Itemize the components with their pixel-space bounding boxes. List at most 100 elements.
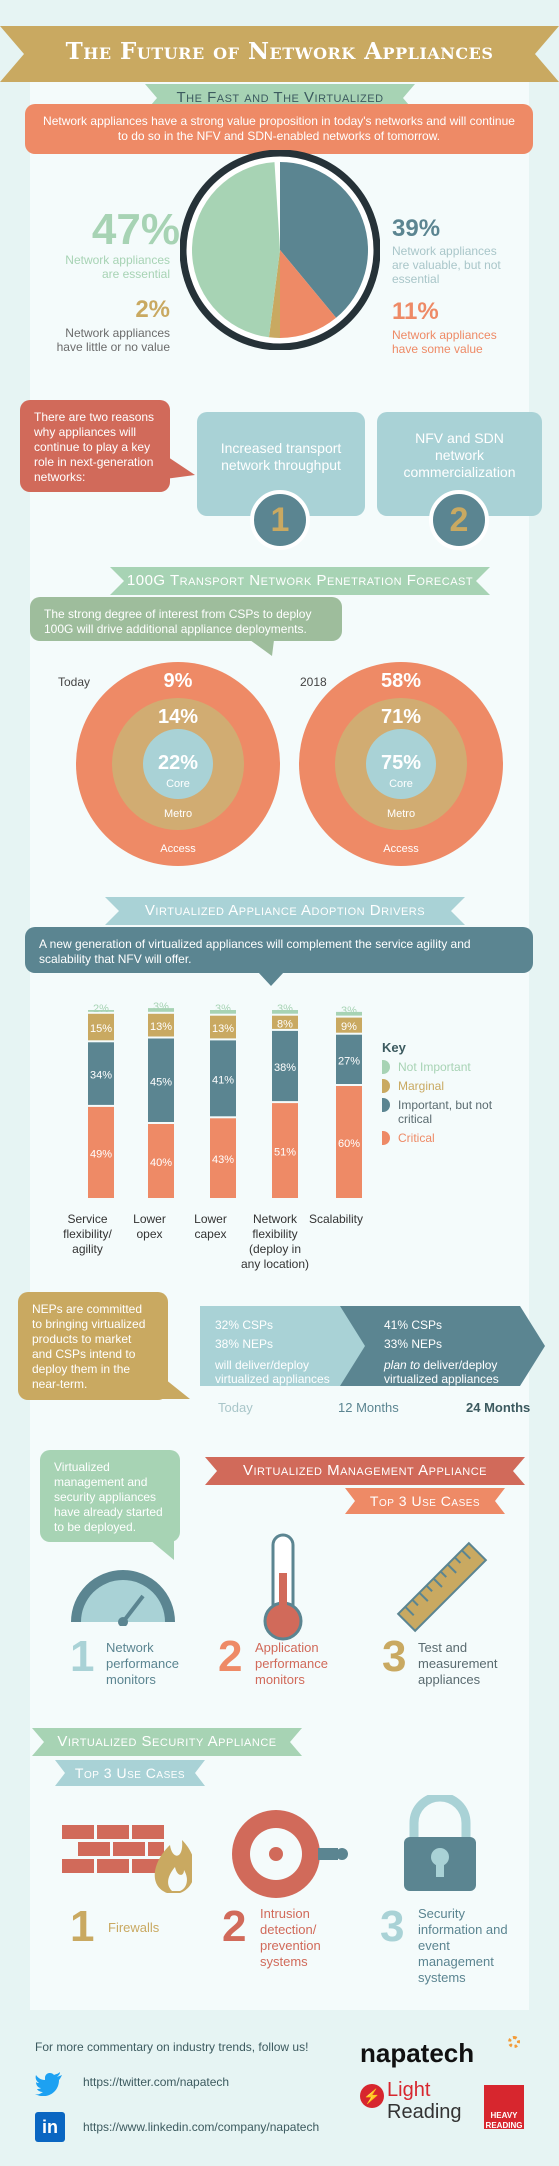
bar-segment [88, 1106, 114, 1198]
stat-novalue-label: Network appliances have little or no val… [56, 326, 170, 354]
donut-today-access-label: Access [160, 843, 196, 855]
title-ribbon [0, 26, 559, 82]
page-title: The Future of Network Appliances [65, 38, 494, 65]
section5-subribbon [55, 1760, 205, 1786]
timeline-box1-note: will deliver/deploy virtualized applianc… [215, 1358, 330, 1386]
linkedin-icon[interactable]: in [35, 2112, 65, 2142]
padlock-icon [404, 1795, 476, 1891]
napatech-logo-star [508, 2036, 520, 2048]
gauge-icon [71, 1570, 175, 1626]
bar-segment [148, 1013, 174, 1037]
legend-label: Not Important [398, 1060, 471, 1074]
legend-item: Critical [382, 1131, 502, 1145]
bar-segment [148, 1124, 174, 1198]
mgmt-case-2-num: 2 [218, 1632, 243, 1681]
bar-value-label: 40% [150, 1157, 172, 1169]
timeline-arrows [200, 1306, 545, 1386]
linkedin-link[interactable]: https://www.linkedin.com/company/napatec… [83, 2120, 320, 2134]
bar-segment [272, 1030, 298, 1102]
bar-value-label: 8% [277, 1018, 293, 1030]
bar-segment [210, 1010, 236, 1014]
management-bubble-tail [150, 1540, 174, 1560]
category-label: Service flexibility/ agility [63, 1212, 112, 1256]
section2-bubble-tail [250, 640, 274, 656]
reason-2-number: 2 [429, 490, 489, 550]
bar-value-label: 27% [338, 1055, 360, 1067]
section5-heading: Virtualized Security Appliance [57, 1733, 277, 1750]
legend-swatch [382, 1131, 390, 1145]
bar-value-label: 43% [212, 1154, 234, 1166]
bar-value-label: 51% [274, 1147, 296, 1159]
donut-today-core: 22% [157, 752, 199, 774]
light-reading-icon: ⚡ [360, 2084, 384, 2108]
bar-value-label: 3% [153, 1001, 169, 1013]
pie-slice [280, 162, 368, 318]
reasons-bubble-tail [165, 455, 195, 479]
category-label: Network flexibility (deploy in any locat… [240, 1212, 310, 1271]
stat-essential-pct: 47% [91, 205, 180, 254]
section5-ribbon [32, 1728, 302, 1756]
timeline-label-24m: 24 Months [466, 1400, 531, 1415]
bar-value-label: 15% [90, 1023, 112, 1035]
twitter-icon[interactable] [35, 2072, 63, 2096]
twitter-link[interactable]: https://twitter.com/napatech [83, 2075, 230, 2089]
bar-value-label: 13% [212, 1023, 234, 1035]
reason-2-label: NFV and SDN network commercialization [403, 430, 516, 480]
bar-value-label: 60% [338, 1138, 360, 1150]
bar-segment [272, 1015, 298, 1029]
adoption-drivers-chart: 49% 34% 15% 2% 40% 45% 13% 3% 43% 41% 13% 3% 51% 38% 8… [88, 1001, 362, 1198]
bar-segment [336, 1034, 362, 1084]
mgmt-case-2-label: Application performance monitors [255, 1640, 328, 1687]
bar-value-label: 3% [215, 1003, 231, 1015]
light-reading-logo-reading: Reading [387, 2101, 462, 2123]
timeline-box1-neps: 38% NEPs [215, 1337, 274, 1351]
light-reading-logo-light: Light [387, 2079, 431, 2101]
bar-segment [88, 1042, 114, 1105]
sec-case-2-label: Intrusion detection/ prevention systems [260, 1906, 321, 1969]
stat-novalue-pct: 2% [135, 296, 170, 323]
timeline-label-today: Today [218, 1400, 253, 1415]
legend-title: Key [382, 1040, 406, 1055]
donut-2018-access-label: Access [383, 843, 419, 855]
legend-label: Critical [398, 1131, 435, 1145]
napatech-logo: napatech [360, 2038, 475, 2068]
bar-value-label: 41% [212, 1074, 234, 1086]
bar-segment [272, 1010, 298, 1014]
mgmt-case-3-label: Test and measurement appliances [418, 1640, 498, 1687]
bar-value-label: 9% [341, 1021, 357, 1033]
bar-value-label: 13% [150, 1021, 172, 1033]
alarm-icon [232, 1810, 348, 1898]
intro-bubble: Network appliances have a strong value p… [25, 104, 533, 154]
section3-bubble: A new generation of virtualized applianc… [25, 927, 533, 973]
stat-valuable-label: Network appliances are valuable, but not… [392, 244, 501, 286]
section3-heading: Virtualized Appliance Adoption Drivers [144, 902, 426, 919]
section5-subheading: Top 3 Use Cases [74, 1765, 186, 1781]
heavy-reading-logo: HEAVY READING [484, 2085, 524, 2130]
donut-today-access: 9% [163, 670, 193, 692]
stat-essential-label: Network appliances are essential [65, 253, 170, 281]
timeline-box2-note: plan to deliver/deploy virtualized appli… [384, 1358, 499, 1386]
timeline-label-12m: 12 Months [338, 1400, 399, 1415]
sec-case-1-num: 1 [70, 1902, 95, 1951]
legend: Not Important Marginal Important, but not … [382, 1060, 502, 1150]
reason-1-label: Increased transport network throughput [220, 440, 342, 473]
ruler-icon [396, 1541, 488, 1633]
neps-bubble: NEPs are committed to bringing virtualiz… [18, 1292, 168, 1400]
pie-slice [268, 250, 280, 338]
legend-item: Marginal [382, 1079, 502, 1093]
section2-heading: 100G Transport Network Penetration Forec… [126, 572, 474, 589]
section3-bubble-tail [258, 972, 284, 986]
bar-segment [88, 1013, 114, 1041]
bar-value-label: 49% [90, 1148, 112, 1160]
bar-segment [336, 1017, 362, 1033]
legend-item: Not Important [382, 1060, 502, 1074]
donut-today-metro-label: Metro [163, 808, 193, 820]
bar-value-label: 3% [277, 1003, 293, 1015]
donut-today [76, 662, 280, 866]
bar-value-label: 3% [341, 1005, 357, 1017]
pie-slice [280, 250, 337, 338]
bar-value-label: 38% [274, 1062, 296, 1074]
appliance-value-pie [180, 150, 380, 350]
section2-ribbon [110, 567, 490, 595]
legend-label: Marginal [398, 1079, 445, 1093]
